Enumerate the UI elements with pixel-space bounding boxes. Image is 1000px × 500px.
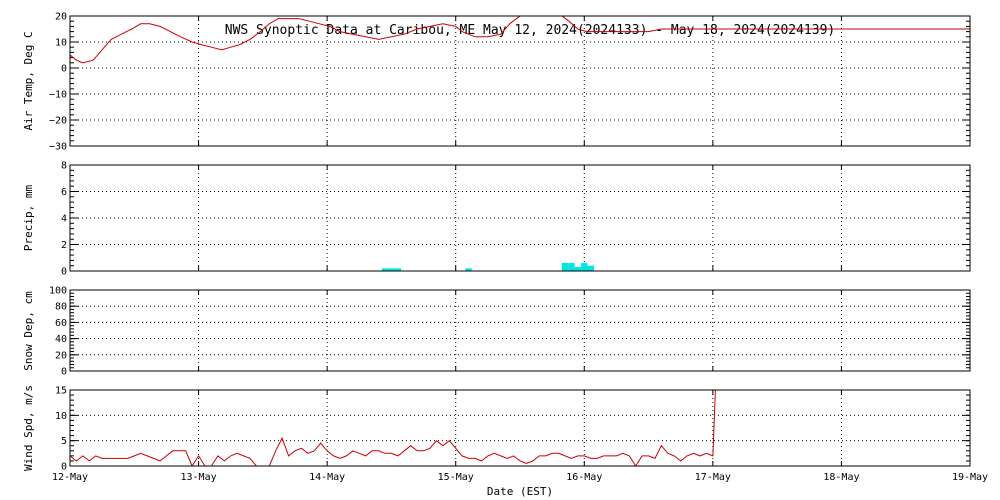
yticks-precip: 8 6 4 2 0 — [61, 161, 971, 278]
precip-bar — [561, 263, 569, 271]
panel-precip: Precip, mm 8 6 4 2 0 — [22, 161, 971, 278]
grid-wind-speed — [70, 390, 970, 466]
ytick-label: 2 — [61, 240, 67, 251]
xtick-label: 19-May — [952, 472, 988, 483]
ytick-label: 20 — [55, 12, 67, 23]
x-axis-label: Date (EST) — [487, 485, 553, 498]
ytick-label: 100 — [49, 286, 67, 297]
ytick-label: 20 — [55, 350, 67, 361]
series-line-wind-speed — [70, 390, 716, 466]
precip-bar — [581, 263, 588, 271]
precip-bar — [574, 267, 582, 271]
ytick-label: 10 — [55, 38, 67, 49]
frame-snow-depth — [69, 289, 971, 372]
frame-air-temp — [69, 15, 971, 147]
precip-bar — [381, 268, 389, 271]
panel-wind-speed: Wind Spd, m/s 15 10 5 0 — [22, 385, 971, 473]
ytick-label: 15 — [55, 386, 67, 397]
ytick-label: 60 — [55, 318, 67, 329]
precip-bar — [388, 268, 395, 271]
frame-precip — [69, 164, 971, 272]
xtick-label: 12-May — [52, 472, 88, 483]
xtick-label: 18-May — [823, 472, 859, 483]
ylabel-snow-depth: Snow Dep, cm — [22, 291, 35, 371]
ytick-label: 0 — [61, 267, 67, 278]
panel-snow-depth: Snow Dep, cm 100 80 60 40 20 0 — [22, 286, 971, 378]
panel-air-temp: Air Temp, Deg C 20 10 0 −10 −20 −30 — [22, 12, 971, 153]
ytick-label: 0 — [61, 367, 67, 378]
ytick-label: −10 — [49, 90, 67, 101]
yticks-snow-depth: 100 80 60 40 20 0 — [49, 286, 971, 378]
xtick-label: 15-May — [438, 472, 474, 483]
yticks-wind-speed: 15 10 5 0 — [55, 386, 971, 473]
ytick-label: 80 — [55, 302, 67, 313]
marks-air-temp — [70, 16, 970, 64]
ytick-label: −30 — [49, 142, 67, 153]
series-line-air-temp — [70, 16, 970, 64]
marks-precip — [381, 263, 594, 271]
xtick-label: 17-May — [695, 472, 731, 483]
ytick-label: −20 — [49, 116, 67, 127]
precip-bar — [568, 263, 575, 271]
ylabel-wind-speed: Wind Spd, m/s — [22, 385, 35, 471]
ytick-label: 6 — [61, 187, 67, 198]
x-axis-ticks: 12-May 13-May 14-May 15-May 16-May 17-May 18-M… — [52, 472, 988, 483]
ytick-label: 5 — [61, 436, 67, 447]
ytick-label: 8 — [61, 161, 67, 172]
ytick-label: 4 — [61, 214, 67, 225]
ytick-label: 0 — [61, 462, 67, 473]
precip-bar — [587, 265, 594, 271]
precip-bar — [465, 268, 472, 271]
ytick-label: 0 — [61, 64, 67, 75]
grid-snow-depth — [70, 290, 970, 371]
xtick-label: 14-May — [309, 472, 345, 483]
chart-title: NWS Synoptic Data at Caribou, ME May 12,… — [225, 23, 835, 38]
ylabel-precip: Precip, mm — [22, 185, 35, 252]
frame-wind-speed — [69, 389, 971, 467]
precip-bar — [394, 268, 402, 271]
ytick-label: 10 — [55, 411, 67, 422]
xtick-label: 16-May — [566, 472, 602, 483]
yticks-air-temp: 20 10 0 −10 −20 −30 — [49, 12, 971, 153]
ytick-label: 40 — [55, 334, 67, 345]
grid-air-temp — [70, 16, 970, 146]
marks-wind-speed — [70, 390, 716, 466]
xtick-label: 13-May — [181, 472, 217, 483]
grid-precip — [70, 165, 970, 271]
ylabel-air-temp: Air Temp, Deg C — [22, 31, 35, 130]
